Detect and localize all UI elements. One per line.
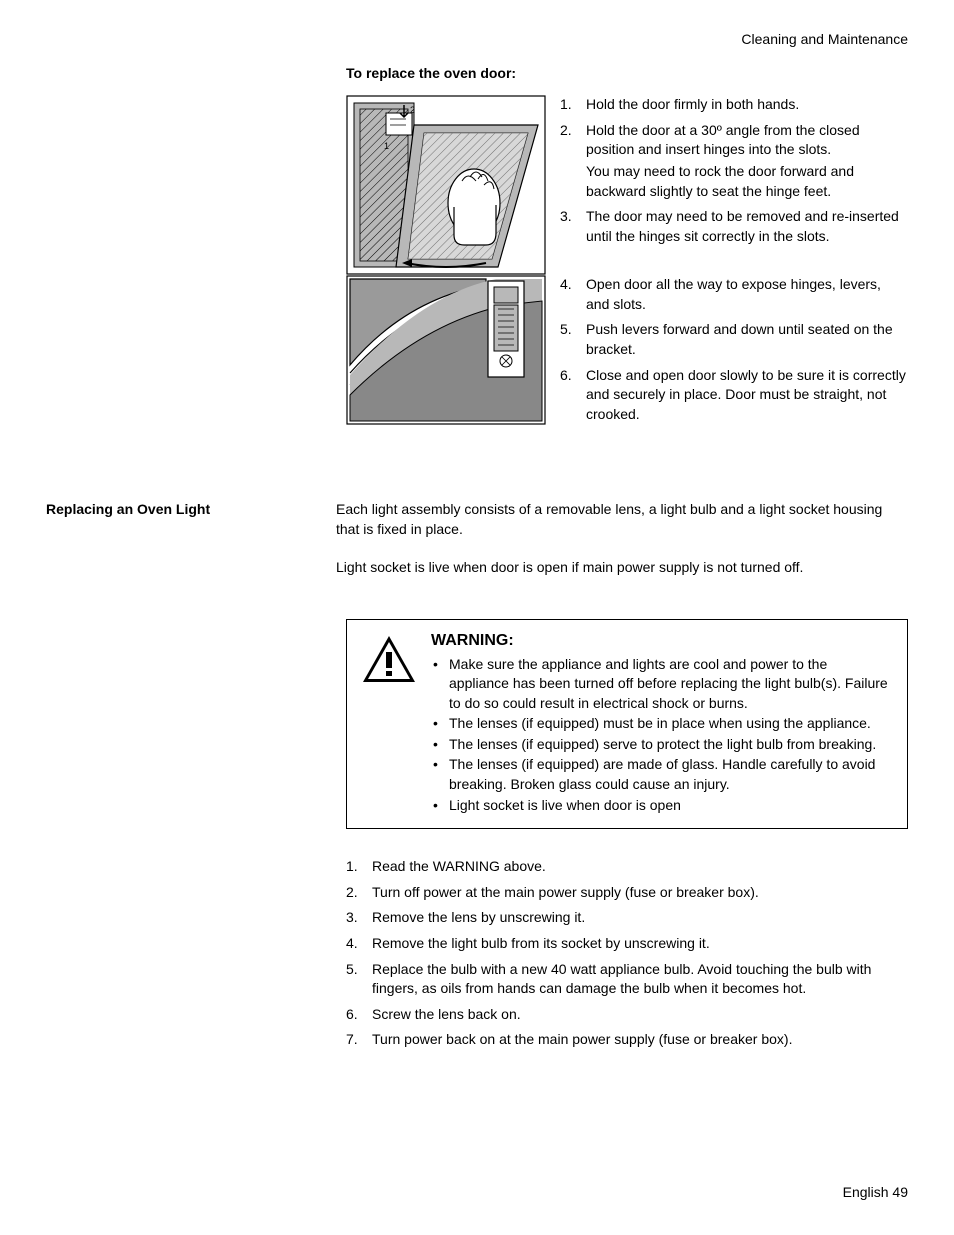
- step-3: The door may need to be removed and re-i…: [560, 207, 908, 246]
- door-illustration-2: [346, 275, 546, 430]
- step-2-text: Hold the door at a 30º angle from the cl…: [586, 122, 860, 158]
- replace-door-row-2: Open door all the way to expose hinges, …: [346, 275, 908, 430]
- light-step-3: Remove the lens by unscrewing it.: [346, 908, 908, 928]
- warning-bullet-5: Light socket is live when door is open: [449, 796, 891, 816]
- fig1-label-1: 1: [384, 141, 389, 151]
- oven-light-sidebar: Replacing an Oven Light: [46, 500, 336, 595]
- footer-lang: English: [843, 1184, 889, 1200]
- warning-heading: WARNING:: [431, 630, 891, 652]
- step-6: Close and open door slowly to be sure it…: [560, 366, 908, 425]
- warning-bullet-2: The lenses (if equipped) must be in plac…: [449, 714, 891, 734]
- light-step-1: Read the WARNING above.: [346, 857, 908, 877]
- warning-bullet-3: The lenses (if equipped) serve to protec…: [449, 735, 891, 755]
- light-step-6: Screw the lens back on.: [346, 1005, 908, 1025]
- replace-door-title: To replace the oven door:: [346, 64, 908, 84]
- step-1: Hold the door firmly in both hands.: [560, 95, 908, 115]
- footer-page: 49: [892, 1184, 908, 1200]
- warning-bullet-1: Make sure the appliance and lights are c…: [449, 655, 891, 714]
- oven-light-para-1: Each light assembly consists of a remova…: [336, 500, 908, 539]
- light-step-2: Turn off power at the main power supply …: [346, 883, 908, 903]
- replace-door-row-1: 2 1 Hold the door firmly in both hands. …: [346, 95, 908, 275]
- replace-door-steps-b: Open door all the way to expose hinges, …: [560, 275, 908, 424]
- warning-icon: [361, 630, 421, 816]
- page-footer: English 49: [843, 1183, 908, 1203]
- light-step-5: Replace the bulb with a new 40 watt appl…: [346, 960, 908, 999]
- oven-light-para-2: Light socket is live when door is open i…: [336, 558, 908, 578]
- replace-door-steps-a: Hold the door firmly in both hands. Hold…: [560, 95, 908, 246]
- light-steps: Read the WARNING above. Turn off power a…: [346, 857, 908, 1050]
- step-2: Hold the door at a 30º angle from the cl…: [560, 121, 908, 201]
- step-2-extra: You may need to rock the door forward an…: [586, 162, 908, 201]
- door-illustration-1: 2 1: [346, 95, 546, 275]
- step-5: Push levers forward and down until seate…: [560, 320, 908, 359]
- step-4: Open door all the way to expose hinges, …: [560, 275, 908, 314]
- warning-bullets: Make sure the appliance and lights are c…: [431, 655, 891, 816]
- warning-bullet-4: The lenses (if equipped) are made of gla…: [449, 755, 891, 794]
- light-step-7: Turn power back on at the main power sup…: [346, 1030, 908, 1050]
- page-header: Cleaning and Maintenance: [46, 30, 908, 50]
- fig1-label-2: 2: [410, 105, 415, 115]
- warning-box: WARNING: Make sure the appliance and lig…: [346, 619, 908, 829]
- light-step-4: Remove the light bulb from its socket by…: [346, 934, 908, 954]
- oven-light-section: Replacing an Oven Light Each light assem…: [46, 500, 908, 595]
